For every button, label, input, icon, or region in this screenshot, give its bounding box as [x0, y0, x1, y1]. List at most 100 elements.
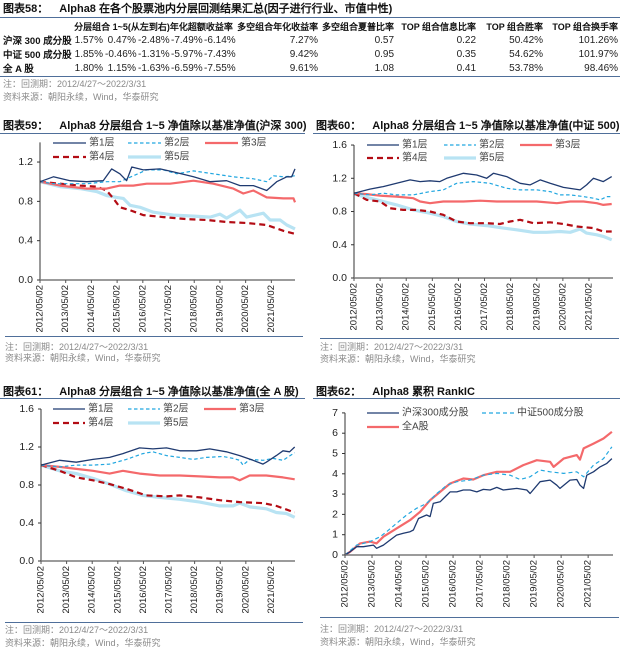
y-tick-label: 1.2: [19, 441, 34, 453]
series-line-5: [40, 463, 296, 519]
header-quintile-excess-returns: 分层组合 1~5(从左到右)年化超额收益率: [74, 21, 233, 32]
figure-59-source: 资料来源：朝阳永续，Wind，华泰研究: [5, 353, 161, 363]
y-tick-label: 0.8: [19, 479, 34, 491]
row-label: 中证 500 成分股: [3, 50, 72, 61]
quintile-5-return: -7.43%: [204, 48, 236, 60]
quintile-2-return: 0.47%: [107, 34, 136, 46]
x-tick-label: 2015/05/02: [112, 566, 123, 614]
x-tick-label: 2018/05/02: [502, 560, 513, 608]
header-top-info-ratio: TOP 组合信息比率: [401, 21, 477, 32]
series-line-3: [344, 430, 613, 556]
row-label: 沪深 300 成分股: [3, 36, 72, 47]
x-tick-label: 2012/05/02: [36, 566, 47, 614]
summary-table: 分层组合 1~5(从左到右)年化超额收益率 多空组合年化收益率 多空组合夏普比率…: [0, 19, 620, 76]
legend-label-1: 第1层: [402, 138, 428, 151]
y-tick-label: 1: [332, 529, 338, 541]
series-line-5: [353, 192, 613, 242]
x-tick-label: 2015/05/02: [112, 285, 123, 333]
x-tick-label: 2020/05/02: [556, 560, 567, 608]
figure-59-bottom-rule: [5, 336, 303, 337]
table-top-rule: [0, 17, 620, 18]
series-line-3: [40, 464, 295, 482]
x-tick-label: 2019/05/02: [529, 560, 540, 608]
top-info-ratio: 0.41: [456, 62, 477, 74]
x-tick-label: 2014/05/02: [86, 285, 97, 333]
series-line-1: [353, 172, 613, 194]
table-source: 资料来源：朝阳永续，Wind，华泰研究: [3, 92, 159, 102]
x-tick-label: 2015/05/02: [421, 560, 432, 608]
legend-label-1: 第1层: [89, 136, 115, 149]
table-note: 注：回测期：2012/4/27～2022/3/31: [3, 79, 147, 89]
quintile-1-return: 1.57%: [74, 34, 103, 46]
x-tick-label: 2019/05/02: [531, 283, 542, 331]
top-info-ratio: 0.22: [456, 34, 477, 46]
series-line-2: [353, 181, 612, 201]
x-tick-label: 2020/05/02: [240, 285, 251, 333]
y-tick-label: 0.0: [19, 555, 34, 567]
legend-label-1: 沪深300成分股: [402, 406, 469, 419]
x-tick-label: 2013/05/02: [61, 566, 72, 614]
legend-label-4: 第4层: [89, 150, 115, 163]
y-tick-label: 0.4: [332, 239, 347, 251]
x-tick-label: 2012/05/02: [340, 560, 351, 608]
table-row: 全 A 股 1.80% 1.15% -1.63% -6.59% -7.55% 9…: [0, 61, 620, 76]
quintile-4-return: -7.49%: [171, 34, 203, 46]
legend-label-2: 第2层: [164, 136, 190, 149]
x-tick-label: 2014/05/02: [401, 283, 412, 331]
legend-label-1: 第1层: [88, 402, 114, 415]
header-top-turnover: TOP 组合换手率: [552, 21, 619, 32]
figure-60-title-prefix: 图表60：: [316, 120, 362, 132]
top-turnover: 98.46%: [584, 62, 619, 74]
x-tick-label: 2020/05/02: [240, 566, 251, 614]
series-line-4: [353, 192, 612, 233]
figure-59-title-text: Alpha8 分层组合 1~5 净值除以基准净值(沪深 300): [59, 120, 307, 132]
figure-61-note: 注：回测期：2012/4/27～2022/3/31: [5, 625, 149, 635]
x-tick-label: 2013/05/02: [375, 283, 386, 331]
figure-59-title: 图表59： Alpha8 分层组合 1~5 净值除以基准净值(沪深 300): [3, 120, 307, 133]
x-tick-label: 2019/05/02: [214, 285, 225, 333]
x-tick-label: 2018/05/02: [189, 566, 200, 614]
y-tick-label: 0.8: [332, 206, 347, 218]
figure-61-bottom-rule: [5, 622, 303, 623]
table-bottom-rule: [0, 76, 620, 77]
series-line-3: [353, 192, 612, 206]
x-tick-label: 2015/05/02: [427, 283, 438, 331]
figure-58-title-prefix: 图表58：: [3, 3, 49, 15]
x-tick-label: 2021/05/02: [583, 560, 594, 608]
y-tick-label: 6: [332, 427, 338, 439]
series-line-2: [344, 446, 613, 556]
header-long-short-sharpe: 多空组合夏普比率: [322, 21, 395, 32]
table-row: 沪深 300 成分股 1.57% 0.47% -2.48% -7.49% -6.…: [0, 33, 620, 48]
x-tick-label: 2014/05/02: [87, 566, 98, 614]
header-empty: [0, 19, 72, 33]
x-tick-label: 2013/05/02: [367, 560, 378, 608]
figure-59-note: 注：回测期：2012/4/27～2022/3/31: [5, 342, 149, 352]
long-short-sharpe: 0.57: [374, 34, 395, 46]
x-tick-label: 2018/05/02: [505, 283, 516, 331]
legend-label-4: 第4层: [88, 416, 114, 429]
figure-58-title: 图表58： Alpha8 在各个股票池内分层回测结果汇总(因子进行行业、市值中性): [3, 3, 392, 16]
x-tick-label: 2016/05/02: [453, 283, 464, 331]
y-tick-label: 4: [332, 468, 338, 480]
x-tick-label: 2017/05/02: [164, 566, 175, 614]
quintile-3-return: -1.31%: [138, 48, 170, 60]
y-tick-label: 3: [332, 488, 338, 500]
x-tick-label: 2019/05/02: [215, 566, 226, 614]
legend-label-2: 第2层: [163, 402, 189, 415]
legend-label-5: 第5层: [479, 151, 505, 164]
series-line-3: [39, 179, 297, 203]
legend-label-2: 第2层: [479, 138, 505, 151]
legend-label-4: 第4层: [402, 151, 428, 164]
series-line-2: [40, 451, 296, 468]
quintile-4-return: -6.59%: [171, 62, 203, 74]
series-line-4: [39, 180, 296, 235]
figure-59-title-prefix: 图表59：: [3, 120, 49, 132]
figure-62-title: 图表62： Alpha8 累积 RankIC: [316, 386, 475, 399]
legend-label-3: 第3层: [555, 138, 581, 151]
long-short-annual-return: 7.27%: [289, 34, 319, 46]
x-tick-label: 2017/05/02: [475, 560, 486, 608]
y-tick-label: 2: [332, 508, 338, 520]
figure-60-title-rule: [313, 133, 620, 134]
figure-62-title-text: Alpha8 累积 RankIC: [372, 386, 475, 398]
figure-58-title-text: Alpha8 在各个股票池内分层回测结果汇总(因子进行行业、市值中性): [59, 3, 393, 15]
